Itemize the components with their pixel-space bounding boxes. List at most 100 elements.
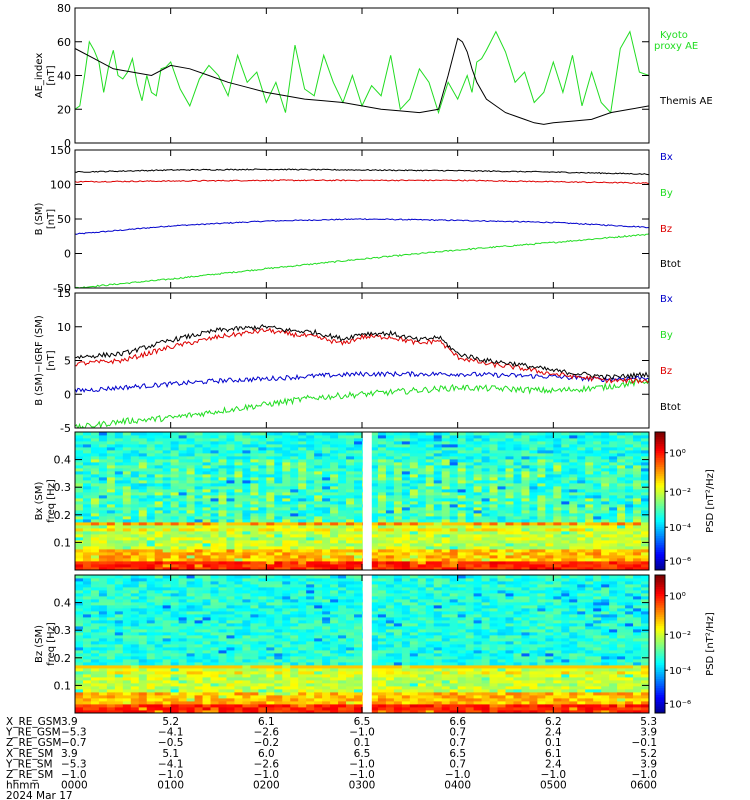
spec_bz-cell bbox=[162, 653, 172, 657]
spec_bx-cell bbox=[154, 540, 164, 544]
spec_bx-cell bbox=[314, 501, 323, 505]
spec_bx-cell bbox=[130, 495, 140, 499]
spec_bx-cell bbox=[529, 477, 538, 481]
spec_bz-cell bbox=[282, 599, 291, 603]
spec_bx-cell bbox=[505, 444, 514, 448]
spec_bz-cell bbox=[178, 674, 188, 678]
spec_bx-cell bbox=[210, 534, 219, 538]
spec_bz-cell bbox=[162, 584, 172, 588]
spec_bx-cell bbox=[354, 549, 363, 553]
spec_bz-cell bbox=[274, 620, 283, 624]
spec_bz-cell bbox=[274, 698, 283, 702]
spec_bx-cell bbox=[401, 441, 411, 445]
spec_bx-cell bbox=[369, 438, 379, 442]
spec_bx-cell bbox=[354, 510, 363, 514]
spec_bz-cell bbox=[234, 674, 243, 678]
spec_bx-cell bbox=[425, 504, 435, 508]
spec_bx-cell bbox=[489, 504, 498, 508]
spec_bx-cell bbox=[346, 495, 355, 499]
spec_bx-cell bbox=[82, 453, 92, 457]
spec_bx-cell bbox=[194, 546, 203, 550]
spec_bx-cell bbox=[98, 444, 108, 448]
spec_bz-cell bbox=[178, 638, 188, 642]
spec_bx-cell bbox=[98, 555, 108, 559]
spec_bx-cell bbox=[561, 516, 570, 520]
spec_bz-cell bbox=[234, 689, 243, 693]
spec_bx-cell bbox=[170, 525, 180, 529]
spec_bz-cell bbox=[266, 689, 275, 693]
spec_bz-cell bbox=[210, 698, 219, 702]
spec_bz-cell bbox=[170, 698, 180, 702]
spec_bz-cell bbox=[138, 596, 148, 600]
spec_bz-cell bbox=[218, 611, 227, 615]
spec_bx-cell bbox=[585, 453, 594, 457]
spec_bx-cell bbox=[234, 549, 243, 553]
spec_bx-cell bbox=[154, 561, 164, 565]
spec_bx-cell bbox=[465, 483, 475, 487]
spec_bx-cell bbox=[234, 513, 243, 517]
spec_bx-cell bbox=[170, 528, 180, 532]
spec_bz-cell bbox=[186, 668, 195, 672]
spec_bx-cell bbox=[218, 435, 227, 439]
spec_bx-cell bbox=[521, 459, 530, 463]
spec_bx-cell bbox=[481, 555, 490, 559]
spec_bz-cell bbox=[122, 674, 132, 678]
spec_bz-cell bbox=[146, 671, 156, 675]
spec_bx-cell bbox=[314, 438, 323, 442]
spec_bx-cell bbox=[154, 438, 164, 442]
spec_bx-cell bbox=[170, 459, 180, 463]
spec_bx-cell bbox=[465, 459, 475, 463]
spec_bx-cell bbox=[385, 525, 395, 529]
spec_bz-cell bbox=[290, 671, 299, 675]
spec_bx-cell bbox=[617, 447, 626, 451]
spec_bx-colorbar-step bbox=[655, 457, 665, 461]
spec_bz-cell bbox=[130, 665, 140, 669]
spec_bz-cell bbox=[154, 707, 164, 711]
spec_bx-cell bbox=[330, 453, 339, 457]
spec_bz-cell bbox=[106, 695, 116, 699]
spec_bz-cell bbox=[226, 596, 235, 600]
spec_bx-cell bbox=[82, 456, 92, 460]
spec_bz-cell bbox=[194, 704, 203, 708]
spec_bz-cell bbox=[130, 641, 140, 645]
spec_bx-cell bbox=[601, 453, 610, 457]
spec_bz-cell bbox=[130, 662, 140, 666]
spec_bz-cell bbox=[314, 629, 323, 633]
spec_bx-cell bbox=[409, 555, 419, 559]
spec_bz-cell bbox=[210, 620, 219, 624]
spec_bx-cell bbox=[465, 567, 475, 571]
spec_bz-cell bbox=[130, 617, 140, 621]
spec_bx-cell bbox=[234, 507, 243, 511]
spec_bx-cell bbox=[338, 516, 347, 520]
spec_bx-cell bbox=[617, 543, 626, 547]
spec_bx-cell bbox=[290, 561, 299, 565]
spec_bx-cell bbox=[385, 447, 395, 451]
spec_bz-cell bbox=[274, 614, 283, 618]
spec_bx-cell bbox=[122, 441, 132, 445]
spec_bz-cell bbox=[162, 689, 172, 693]
spec_bx-cell bbox=[178, 477, 188, 481]
spec_bz-cell bbox=[202, 674, 211, 678]
spec_bz-cell bbox=[298, 575, 307, 579]
spec_bx-cell bbox=[385, 564, 395, 568]
spec_bz-cell bbox=[242, 662, 251, 666]
spec_bx-cell bbox=[98, 450, 108, 454]
spec_bx-cell bbox=[354, 468, 363, 472]
spec_bx-cell bbox=[409, 561, 419, 565]
spec_bx-cell bbox=[489, 537, 498, 541]
spec_bz-cell bbox=[258, 704, 267, 708]
spec_bx-cell bbox=[122, 513, 132, 517]
spec_bx-cell bbox=[298, 453, 307, 457]
spec_bx-cell bbox=[545, 462, 554, 466]
spec_bx-cell bbox=[497, 459, 506, 463]
spec_bz-cell bbox=[298, 683, 307, 687]
spec_bx-cell bbox=[465, 477, 475, 481]
spec_bx-cell bbox=[146, 534, 156, 538]
spec_bz-cell bbox=[82, 590, 92, 594]
spec_bx-cell bbox=[90, 516, 100, 520]
spec_bx-cell bbox=[290, 471, 299, 475]
bsm-series-btot bbox=[75, 168, 649, 176]
spec_bx-cell bbox=[330, 474, 339, 478]
spec_bx-cell bbox=[633, 558, 642, 562]
spec_bx-cell bbox=[162, 528, 172, 532]
